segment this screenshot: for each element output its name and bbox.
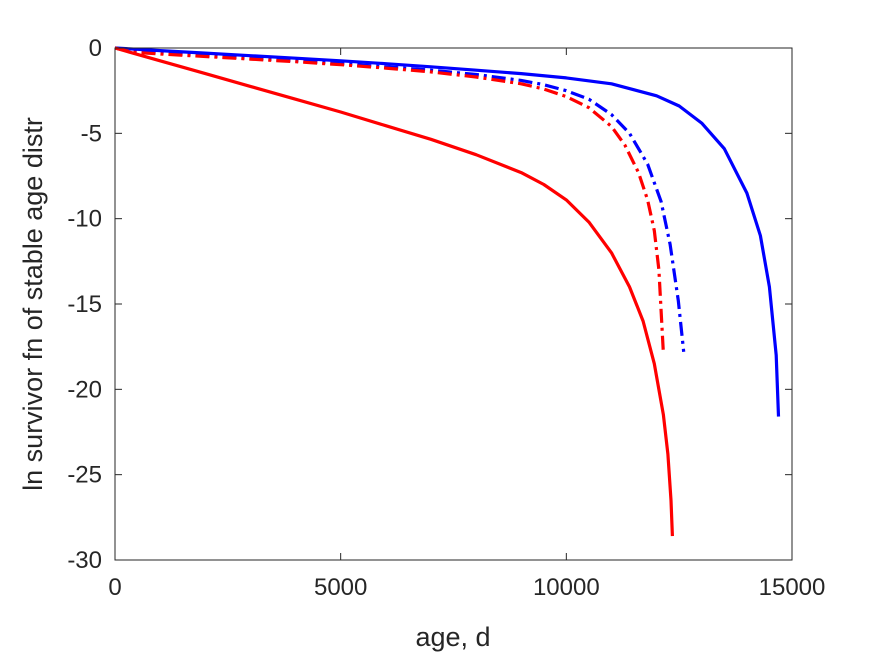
y-axis-label: ln survivor fn of stable age distr	[18, 117, 48, 491]
y-tick-label: -20	[67, 376, 102, 403]
y-tick-label: -10	[67, 206, 102, 233]
y-tick-label: -15	[67, 291, 102, 318]
series-line-1	[114, 46, 781, 417]
x-tick-label: 5000	[314, 574, 367, 601]
y-tick-label: -30	[67, 547, 102, 574]
y-tick-label: -5	[81, 120, 102, 147]
series-line-3	[114, 46, 665, 354]
ticks-layer: 0 5000 10000 15000 0 -5 -10 -15 -20 -25 -30	[67, 35, 825, 601]
x-tick-label: 15000	[759, 574, 826, 601]
y-tick-label: -25	[67, 462, 102, 489]
y-tick-label: 0	[89, 35, 102, 62]
series-layer	[114, 46, 781, 537]
series-line-4	[114, 46, 674, 537]
series-line-2	[114, 46, 686, 352]
x-axis-label: age, d	[415, 622, 490, 652]
x-tick-label: 10000	[533, 574, 600, 601]
x-tick-label: 0	[108, 574, 121, 601]
